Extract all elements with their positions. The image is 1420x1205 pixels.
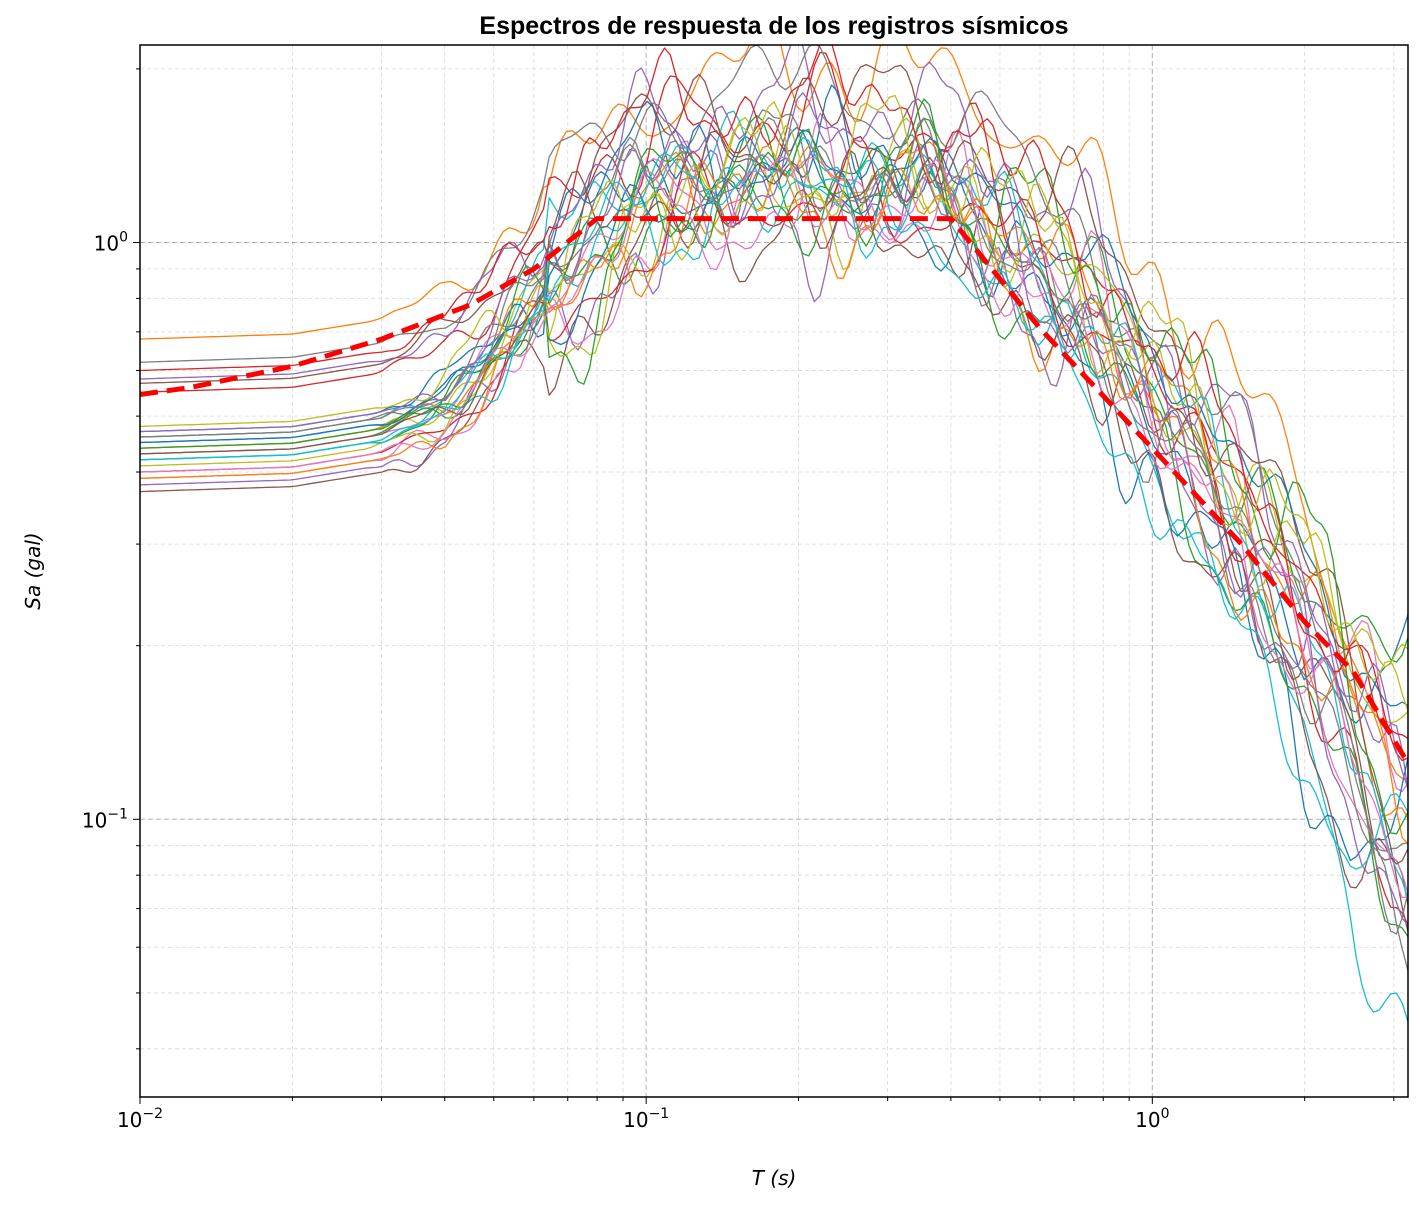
- x-tick-label: 100: [1135, 1106, 1169, 1132]
- record-spectrum-line: [140, 130, 1408, 889]
- record-spectrum-line: [140, 152, 1408, 870]
- record-spectrum-line: [140, 51, 1408, 926]
- grid: [139, 45, 1408, 1097]
- record-spectrum-line: [140, 45, 1408, 780]
- design-spectrum-line: [140, 216, 1408, 765]
- y-tick-label: 10−1: [82, 806, 128, 832]
- record-spectrum-line: [140, 117, 1408, 972]
- design-spectrum-layer: [140, 216, 1408, 765]
- chart-title: Espectros de respuesta de los registros …: [479, 12, 1068, 40]
- record-spectrum-line: [140, 146, 1408, 938]
- x-tick-label: 10−1: [623, 1106, 669, 1132]
- record-spectrum-line: [140, 156, 1408, 899]
- x-tick-label: 10−2: [117, 1106, 163, 1132]
- record-spectrum-line: [140, 125, 1408, 668]
- record-spectrum-line: [140, 45, 1408, 790]
- record-spectrum-line: [140, 98, 1408, 835]
- x-axis-label: T (s): [752, 1166, 797, 1190]
- record-spectrum-line: [140, 148, 1408, 905]
- y-tick-label: 100: [94, 230, 128, 256]
- record-spectrum-line: [140, 162, 1408, 845]
- plot-frame: [139, 44, 1409, 1098]
- record-spectrum-line: [140, 129, 1408, 707]
- axis-ticks: 10−2 10−1 100 10−1 100: [82, 68, 1395, 1132]
- record-spectrum-line: [140, 94, 1408, 712]
- record-spectrum-line: [140, 45, 1408, 739]
- y-axis-label: Sa (gal): [21, 532, 45, 609]
- record-spectrum-line: [140, 142, 1408, 792]
- record-spectrum-line: [140, 84, 1408, 862]
- record-spectrum-line: [140, 110, 1408, 1023]
